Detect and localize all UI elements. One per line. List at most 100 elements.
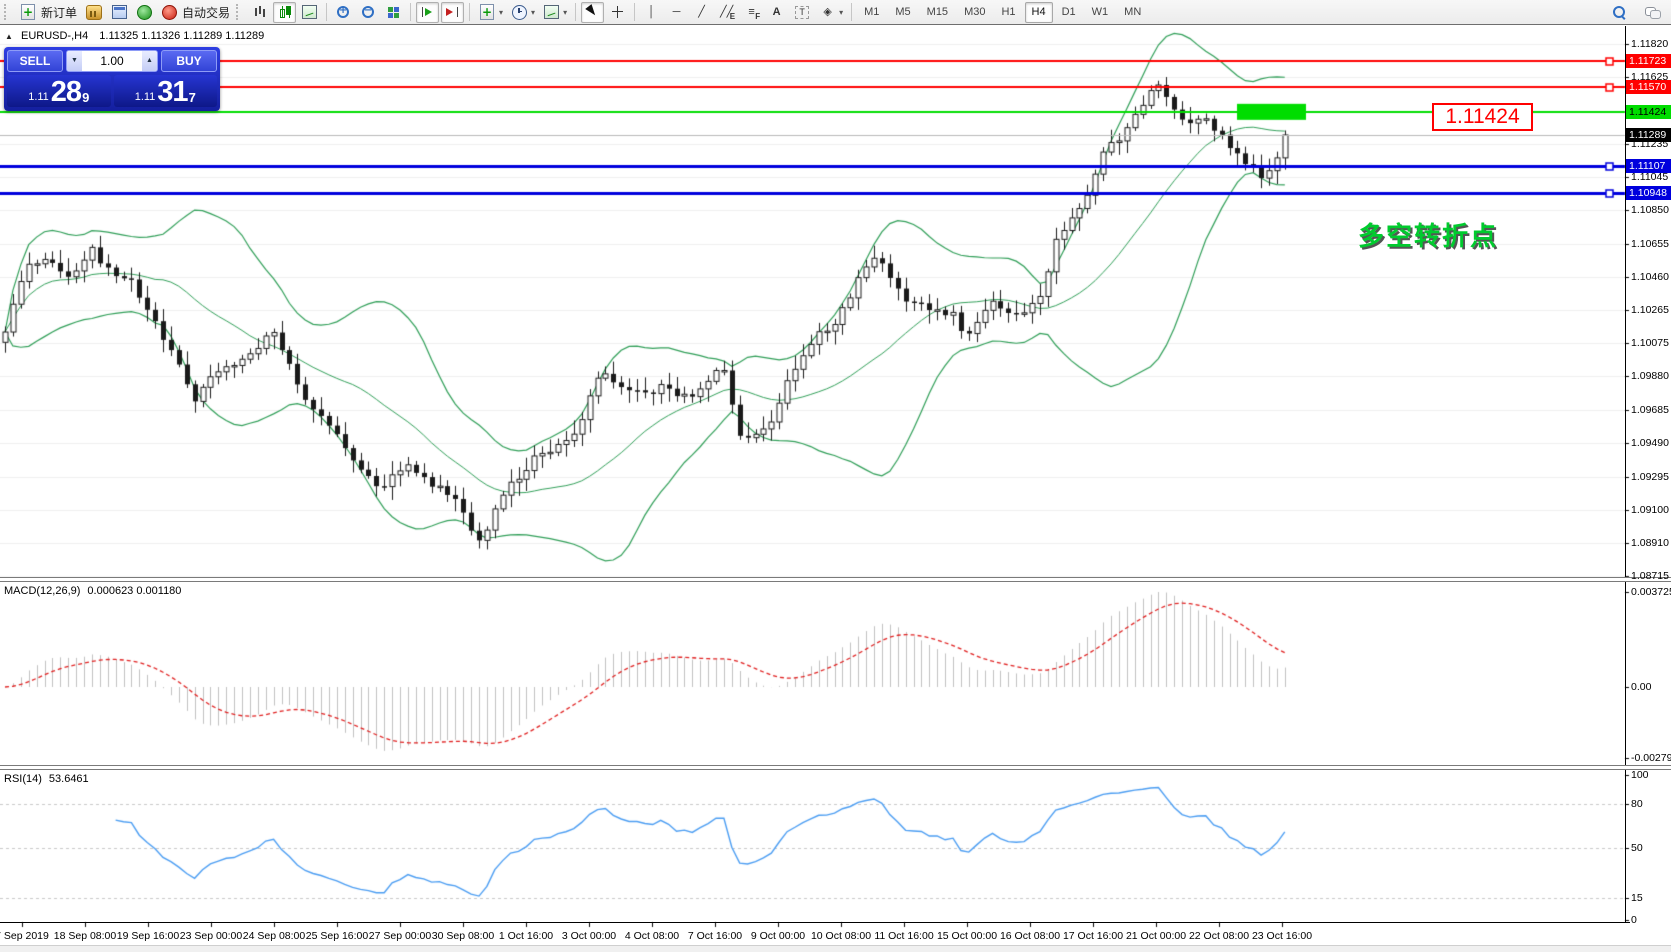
auto-scroll-button[interactable] xyxy=(416,1,440,23)
chart-title: ▲ EURUSD-,H4 1.11325 1.11326 1.11289 1.1… xyxy=(5,30,264,42)
price-tick-label: 1.10460 xyxy=(1631,271,1669,284)
bar-chart-button[interactable] xyxy=(248,2,271,23)
time-axis-label: 21 Oct 00:00 xyxy=(1125,930,1187,942)
timeframe-D1[interactable]: D1 xyxy=(1055,2,1083,23)
rsi-indicator-label: RSI(14) 53.6461 xyxy=(4,773,89,785)
search-icon[interactable] xyxy=(1611,4,1628,20)
timeframe-M1[interactable]: M1 xyxy=(857,2,886,23)
macd-pane-divider[interactable] xyxy=(0,577,1671,582)
timeframe-M15[interactable]: M15 xyxy=(920,2,955,23)
new-order-button[interactable]: 新订单 xyxy=(16,2,80,23)
price-line-badge: 1.11723 xyxy=(1626,53,1671,68)
data-window-button[interactable] xyxy=(108,2,131,23)
auto-trading-button[interactable]: 自动交易 xyxy=(158,2,233,23)
trendline-icon: ╱ xyxy=(698,6,705,18)
indicators-button[interactable]: ▾ xyxy=(475,2,506,23)
chart-ohlc-quote: 1.11325 1.11326 1.11289 1.11289 xyxy=(99,30,265,42)
time-axis-label: 3 Oct 00:00 xyxy=(561,930,617,942)
time-axis-label: 25 Sep 16:00 xyxy=(305,930,369,942)
price-tick-label: 1.09880 xyxy=(1631,370,1669,383)
timeframe-M30[interactable]: M30 xyxy=(957,2,992,23)
zoom-out-button[interactable] xyxy=(357,2,380,23)
arrows-tool-button[interactable]: ◈ ▾ xyxy=(816,2,846,23)
price-tick-label: 1.10075 xyxy=(1631,336,1669,349)
label-tool-icon: T xyxy=(795,5,810,19)
volume-input[interactable]: 1.00 xyxy=(100,54,124,68)
one-click-trading-panel: SELL ▼ 1.00 ▲ BUY 1.11 28 9 1.11 31 7 xyxy=(4,47,220,111)
sell-price-small: 1.11 xyxy=(28,91,49,103)
timeframe-MN[interactable]: MN xyxy=(1117,2,1148,23)
price-level-annotation[interactable]: 1.11424 xyxy=(1432,103,1533,131)
auto-trading-icon xyxy=(162,4,178,20)
toolbar-separator xyxy=(634,3,636,21)
timeframe-M5[interactable]: M5 xyxy=(888,2,917,23)
toolbar-separator xyxy=(469,3,471,21)
buy-price[interactable]: 1.11 31 7 xyxy=(113,75,217,107)
buy-price-small: 1.11 xyxy=(134,91,156,103)
chart-shift-button[interactable] xyxy=(441,1,465,23)
price-tick-label: 1.08910 xyxy=(1631,536,1669,549)
line-chart-button[interactable] xyxy=(298,2,321,23)
crosshair-tool-button[interactable] xyxy=(606,2,629,23)
bar-chart-icon xyxy=(251,4,268,20)
timeframe-H4[interactable]: H4 xyxy=(1024,1,1053,23)
price-line-badge: 1.11107 xyxy=(1626,159,1671,174)
time-axis-label: 23 Oct 16:00 xyxy=(1251,930,1313,942)
channel-icon: ╱╱ E xyxy=(719,6,736,21)
rsi-tick-label: 0 xyxy=(1631,914,1637,926)
turning-point-annotation[interactable]: 多空转折点 xyxy=(1358,221,1499,251)
buy-price-sup: 7 xyxy=(188,90,196,105)
time-axis-label: 23 Sep 00:00 xyxy=(179,930,243,942)
channel-tool-button[interactable]: ╱╱ E xyxy=(715,2,738,23)
zoom-in-icon xyxy=(335,4,352,20)
time-axis-label: 11 Oct 16:00 xyxy=(874,930,934,942)
dropdown-caret-icon: ▾ xyxy=(839,7,844,17)
timeframe-W1[interactable]: W1 xyxy=(1085,2,1116,23)
fibonacci-tool-button[interactable]: ≡ F xyxy=(740,2,763,23)
market-watch-button[interactable] xyxy=(82,2,106,23)
price-tick-label: 1.10655 xyxy=(1631,237,1669,250)
rsi-tick-label: 15 xyxy=(1631,892,1643,905)
zoom-in-button[interactable] xyxy=(332,2,355,23)
tile-windows-button[interactable] xyxy=(382,2,405,23)
text-tool-button[interactable]: A xyxy=(765,2,788,23)
price-line-badge: 1.11570 xyxy=(1626,79,1671,94)
templates-button[interactable]: ▾ xyxy=(540,2,570,23)
current-price-badge: 1.11289 xyxy=(1626,127,1671,142)
data-window-icon xyxy=(112,5,128,19)
sell-button[interactable]: SELL xyxy=(7,50,63,72)
sell-price-big: 28 xyxy=(50,76,82,108)
crosshair-icon xyxy=(609,4,626,20)
chat-icon[interactable] xyxy=(1644,4,1661,20)
buy-button[interactable]: BUY xyxy=(161,50,217,72)
fibonacci-icon: ≡ F xyxy=(748,6,761,21)
vertical-line-icon: │ xyxy=(648,6,656,18)
horizontal-line-tool-button[interactable]: ─ xyxy=(665,2,688,23)
volume-increase-button[interactable]: ▲ xyxy=(142,51,157,71)
time-axis-label: 1 Oct 16:00 xyxy=(498,930,554,942)
volume-decrease-button[interactable]: ▼ xyxy=(67,51,82,71)
toolbar-separator xyxy=(326,3,328,21)
price-tick-label: 1.10265 xyxy=(1631,304,1669,317)
time-axis-label: 10 Oct 08:00 xyxy=(810,930,872,942)
collapse-quote-panel-icon[interactable]: ▲ xyxy=(5,32,13,41)
rsi-pane-divider[interactable] xyxy=(0,765,1671,770)
toolbar-grip xyxy=(4,4,11,20)
periods-button[interactable]: ▾ xyxy=(508,2,538,23)
sell-price[interactable]: 1.11 28 9 xyxy=(7,75,111,107)
signals-button[interactable] xyxy=(133,2,156,23)
vertical-line-tool-button[interactable]: │ xyxy=(640,2,663,23)
time-axis-label: 19 Sep 16:00 xyxy=(116,930,180,942)
time-axis-label: 22 Oct 08:00 xyxy=(1188,930,1250,942)
signals-icon xyxy=(137,4,153,20)
timeframe-H1[interactable]: H1 xyxy=(994,2,1022,23)
trendline-tool-button[interactable]: ╱ xyxy=(690,2,713,23)
toolbar-separator xyxy=(410,3,412,21)
price-tick-label: 1.09490 xyxy=(1631,437,1669,450)
cursor-tool-button[interactable] xyxy=(581,1,605,23)
label-tool-button[interactable]: T xyxy=(790,2,814,23)
candlestick-chart-button[interactable] xyxy=(273,1,297,23)
timeframe-group: M1 M5 M15 M30 H1 H4 D1 W1 MN xyxy=(856,1,1149,23)
